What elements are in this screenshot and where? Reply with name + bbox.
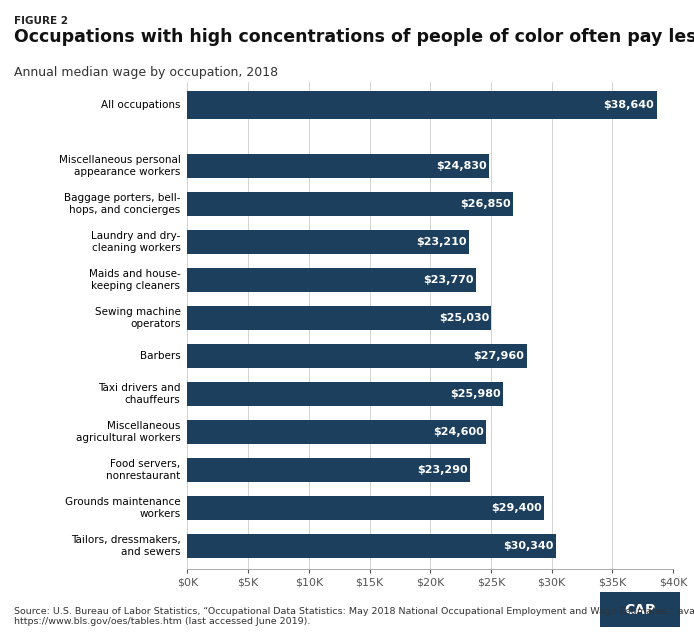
Bar xyxy=(187,534,556,558)
Bar xyxy=(187,268,476,291)
Text: $24,830: $24,830 xyxy=(436,161,486,171)
Bar xyxy=(187,91,657,119)
Text: $29,400: $29,400 xyxy=(491,503,542,513)
Bar xyxy=(187,382,503,406)
Bar xyxy=(187,420,486,444)
Text: Source: U.S. Bureau of Labor Statistics, “Occupational Data Statistics: May 2018: Source: U.S. Bureau of Labor Statistics,… xyxy=(14,607,694,626)
Bar xyxy=(187,230,469,253)
Bar xyxy=(187,306,491,330)
Text: $30,340: $30,340 xyxy=(503,541,553,551)
Text: $38,640: $38,640 xyxy=(604,100,654,110)
Bar xyxy=(187,496,544,520)
Text: Occupations with high concentrations of people of color often pay less: Occupations with high concentrations of … xyxy=(14,28,694,46)
Bar xyxy=(187,192,514,216)
Text: $26,850: $26,850 xyxy=(460,199,511,209)
Text: $23,290: $23,290 xyxy=(417,465,468,475)
Text: CAP: CAP xyxy=(625,602,656,617)
Bar xyxy=(187,154,489,178)
Text: $27,960: $27,960 xyxy=(473,351,525,361)
Bar xyxy=(187,458,471,482)
Text: Annual median wage by occupation, 2018: Annual median wage by occupation, 2018 xyxy=(14,66,278,80)
Text: $25,030: $25,030 xyxy=(439,313,489,323)
Text: $23,770: $23,770 xyxy=(423,275,473,285)
Text: $25,980: $25,980 xyxy=(450,389,500,399)
Bar xyxy=(187,344,527,368)
Text: $24,600: $24,600 xyxy=(433,427,484,437)
Text: FIGURE 2: FIGURE 2 xyxy=(14,16,68,26)
Text: $23,210: $23,210 xyxy=(416,237,467,247)
